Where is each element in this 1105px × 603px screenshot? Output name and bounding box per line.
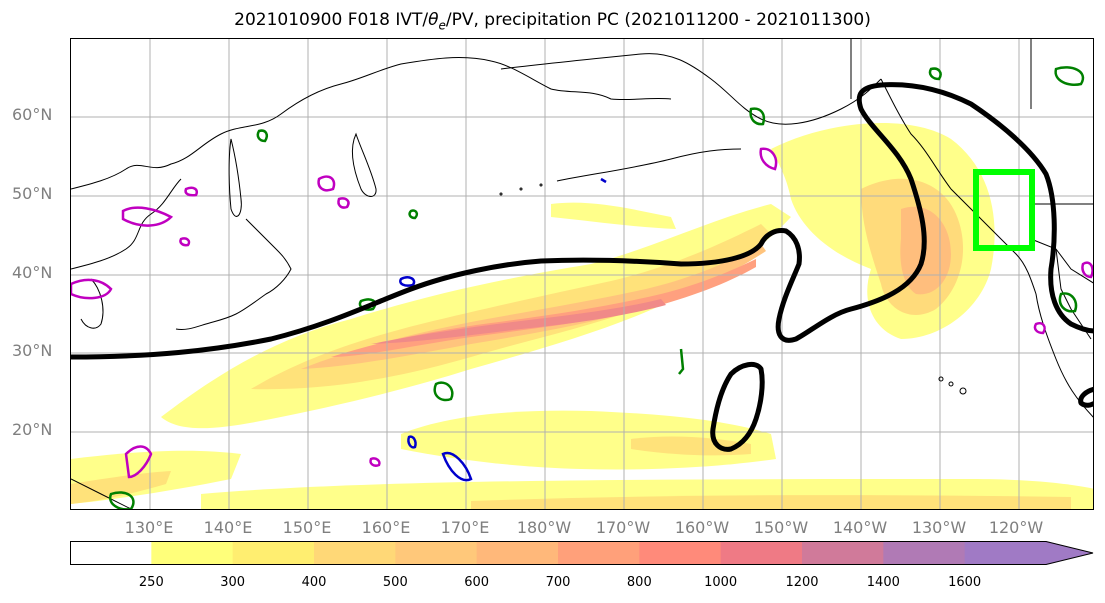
colorbar-tick-label: 300	[220, 575, 246, 590]
gridlines	[71, 39, 1093, 509]
colorbar-tick-label: 600	[464, 575, 490, 590]
colorbar-tick-label: 250	[138, 575, 164, 590]
lon-label: 160°W	[674, 518, 730, 537]
colorbar-cell	[232, 541, 315, 565]
lon-label: 120°W	[988, 518, 1044, 537]
colorbar-cell	[395, 541, 478, 565]
map-panel[interactable]	[70, 38, 1094, 510]
pv-contours	[71, 66, 1093, 509]
ivt-shading	[71, 122, 1093, 509]
colorbar-cell	[883, 541, 966, 565]
colorbar	[70, 541, 1094, 565]
lon-label: 140°E	[203, 518, 253, 537]
lon-label: 130°E	[124, 518, 174, 537]
target-region-box	[973, 169, 1035, 251]
colorbar-tick-label: 1400	[866, 575, 900, 590]
lon-label: 140°W	[832, 518, 888, 537]
pc-contour	[71, 82, 1093, 452]
lat-label-50n: 50°N	[12, 184, 53, 203]
colorbar-tick-label: 500	[382, 575, 408, 590]
colorbar-cell	[476, 541, 559, 565]
lon-label: 170°W	[595, 518, 651, 537]
colorbar-cell	[558, 541, 640, 565]
lat-label-30n: 30°N	[12, 341, 53, 360]
lon-label: 150°W	[753, 518, 809, 537]
colorbar-cell	[314, 541, 396, 565]
lat-label-20n: 20°N	[12, 420, 53, 439]
colorbar-tick-label: 800	[626, 575, 652, 590]
lon-label: 130°W	[911, 518, 967, 537]
lat-label-60n: 60°N	[12, 105, 53, 124]
coastlines	[71, 53, 1093, 509]
colorbar-cell	[802, 541, 884, 565]
lon-label: 170°E	[440, 518, 490, 537]
colorbar-tick-label: 1200	[785, 575, 819, 590]
lon-label: 180°W	[516, 518, 572, 537]
lon-label: 160°E	[361, 518, 411, 537]
colorbar-cell	[70, 541, 152, 565]
colorbar-tick-label: 1600	[948, 575, 982, 590]
lat-label-40n: 40°N	[12, 263, 53, 282]
colorbar-cell	[151, 541, 234, 565]
colorbar-cell	[639, 541, 722, 565]
map-title: 2021010900 F018 IVT/θe/PV, precipitation…	[234, 10, 871, 33]
lon-label: 150°E	[282, 518, 332, 537]
colorbar-tick-label: 700	[545, 575, 571, 590]
colorbar-cell	[964, 541, 1093, 565]
colorbar-tick-label: 1000	[704, 575, 738, 590]
colorbar-cell	[720, 541, 803, 565]
colorbar-tick-label: 400	[301, 575, 327, 590]
